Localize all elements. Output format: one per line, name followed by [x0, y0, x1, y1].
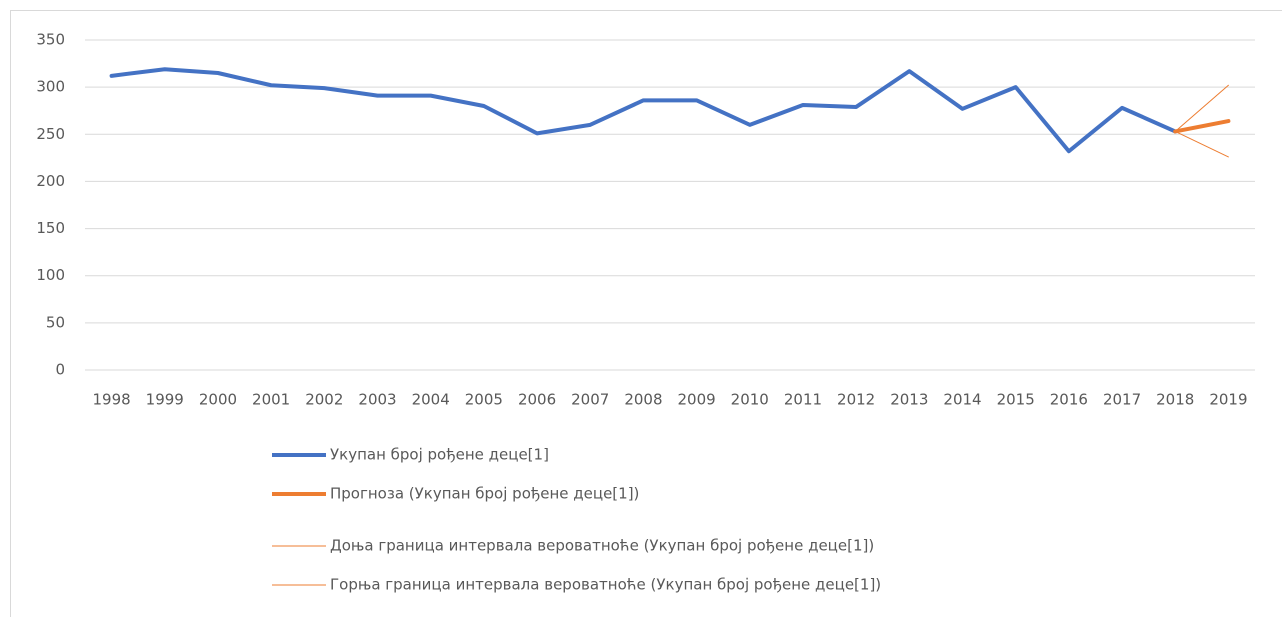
x-tick-label: 2014	[943, 391, 981, 409]
series-line	[1174, 84, 1229, 132]
x-tick-label: 2012	[837, 391, 875, 409]
series-line	[1174, 130, 1229, 158]
x-tick-label: 1998	[92, 391, 130, 409]
legend-label: Горња граница интервала вероватноће (Уку…	[330, 576, 881, 594]
legend-label: Доња граница интервала вероватноће (Укуп…	[330, 537, 874, 555]
legend-label: Прогноза (Укупан број рођене деце[1])	[330, 485, 639, 503]
x-tick-label: 2016	[1050, 391, 1088, 409]
x-tick-label: 2013	[890, 391, 928, 409]
x-tick-label: 2010	[731, 391, 769, 409]
legend-label: Укупан број рођене деце[1]	[330, 446, 549, 464]
x-tick-label: 2007	[571, 391, 609, 409]
x-tick-label: 2018	[1156, 391, 1194, 409]
y-tick-label: 300	[36, 78, 65, 96]
x-tick-label: 2001	[252, 391, 290, 409]
y-tick-label: 250	[36, 125, 65, 143]
x-tick-label: 2005	[465, 391, 503, 409]
x-tick-label: 2017	[1103, 391, 1141, 409]
y-tick-label: 200	[36, 172, 65, 190]
series-line	[1173, 119, 1231, 134]
series-line	[109, 67, 1178, 154]
x-tick-label: 2008	[624, 391, 662, 409]
y-tick-label: 0	[55, 361, 65, 379]
x-tick-label: 2015	[997, 391, 1035, 409]
x-tick-label: 2004	[412, 391, 450, 409]
x-tick-label: 2011	[784, 391, 822, 409]
y-tick-label: 150	[36, 219, 65, 237]
y-tick-label: 350	[36, 31, 65, 49]
x-tick-label: 2000	[199, 391, 237, 409]
y-tick-label: 100	[36, 266, 65, 284]
x-tick-label: 2006	[518, 391, 556, 409]
x-tick-label: 2019	[1209, 391, 1247, 409]
chart-border	[10, 10, 1282, 617]
x-tick-label: 1999	[146, 391, 184, 409]
x-tick-label: 2003	[358, 391, 396, 409]
y-tick-label: 50	[46, 313, 65, 331]
x-tick-label: 2002	[305, 391, 343, 409]
x-tick-label: 2009	[677, 391, 715, 409]
